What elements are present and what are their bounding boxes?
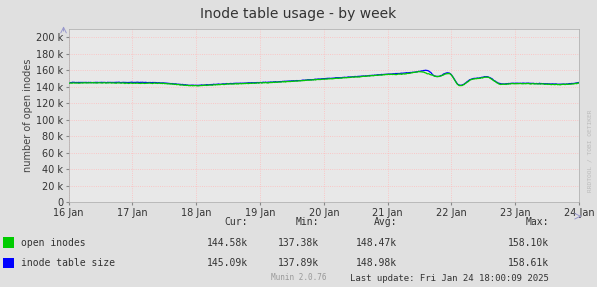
Text: Avg:: Avg: [374,218,397,227]
Text: 137.38k: 137.38k [278,238,319,247]
Text: 145.09k: 145.09k [207,258,248,267]
Text: RRDTOOL / TOBI OETIKER: RRDTOOL / TOBI OETIKER [588,109,593,191]
Text: 144.58k: 144.58k [207,238,248,247]
Text: Cur:: Cur: [224,218,248,227]
Text: 158.61k: 158.61k [508,258,549,267]
Text: Last update: Fri Jan 24 18:00:09 2025: Last update: Fri Jan 24 18:00:09 2025 [350,274,549,283]
Text: Min:: Min: [296,218,319,227]
Text: inode table size: inode table size [21,258,115,267]
Text: 158.10k: 158.10k [508,238,549,247]
Text: 137.89k: 137.89k [278,258,319,267]
Text: Inode table usage - by week: Inode table usage - by week [201,7,396,21]
Text: Max:: Max: [526,218,549,227]
Y-axis label: number of open inodes: number of open inodes [23,59,33,172]
Text: 148.47k: 148.47k [356,238,397,247]
Text: Munin 2.0.76: Munin 2.0.76 [271,273,326,282]
Text: open inodes: open inodes [21,238,85,247]
Text: 148.98k: 148.98k [356,258,397,267]
